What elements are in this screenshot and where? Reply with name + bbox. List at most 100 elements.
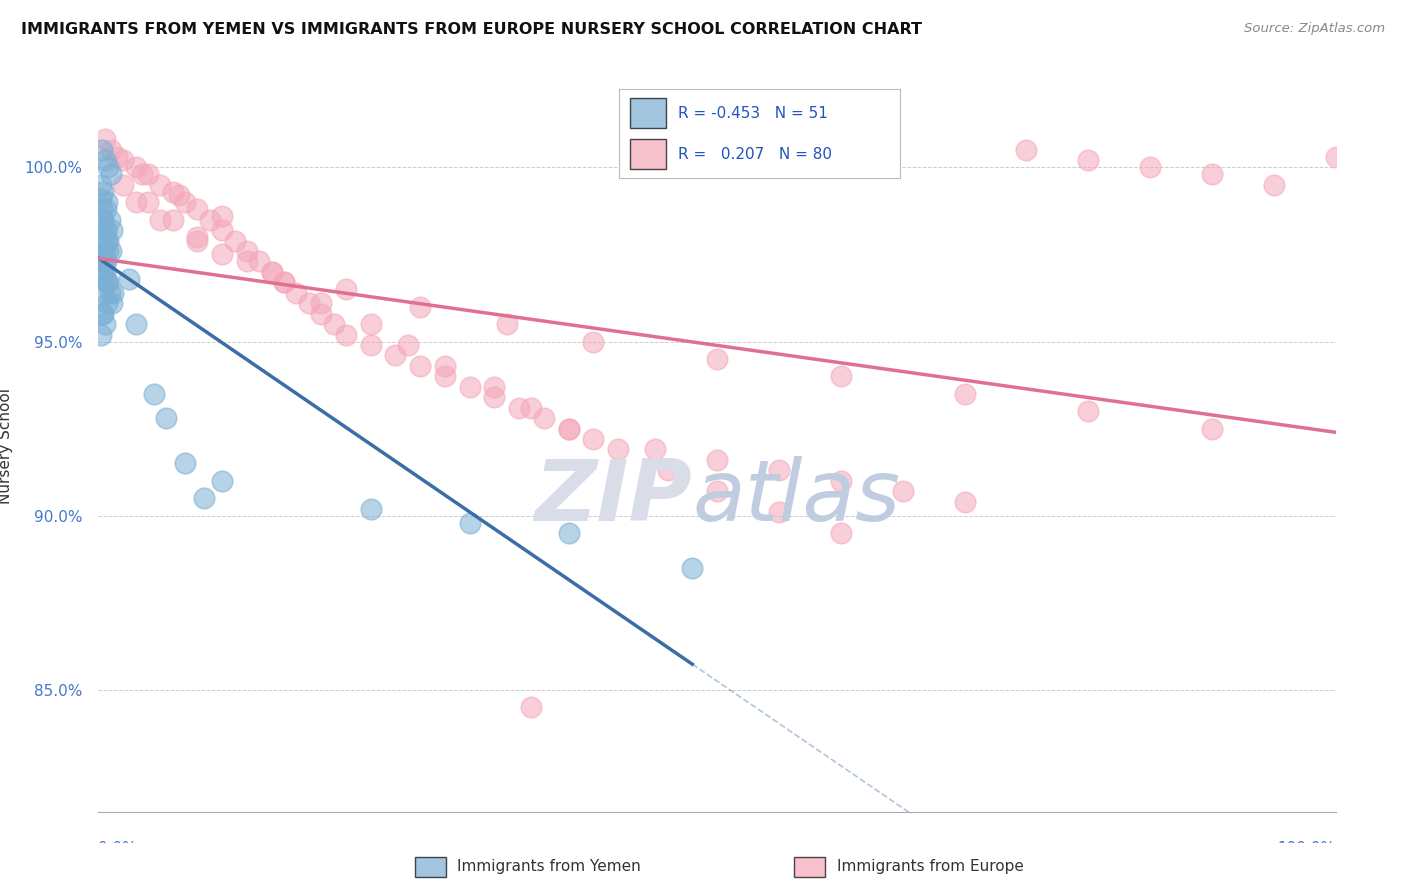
Point [101, 296, 124, 310]
Point [335, 327, 357, 342]
Point [335, 282, 357, 296]
Point [97, 161, 120, 175]
Point [97, 234, 120, 248]
Point [360, 317, 382, 331]
Point [1015, 143, 1038, 157]
Point [136, 195, 159, 210]
Point [557, 421, 579, 435]
Point [1324, 150, 1347, 164]
Point [657, 463, 679, 477]
Point [174, 195, 197, 210]
Point [830, 526, 852, 541]
Point [94, 223, 117, 237]
Point [1077, 153, 1099, 168]
Point [97, 244, 120, 258]
Point [211, 247, 233, 261]
Point [495, 317, 517, 331]
Point [96, 296, 118, 310]
Point [273, 275, 295, 289]
Point [93, 185, 115, 199]
Point [236, 244, 259, 258]
Point [93, 285, 115, 300]
Point [91, 254, 114, 268]
Point [458, 380, 481, 394]
Point [830, 369, 852, 384]
Text: Immigrants from Yemen: Immigrants from Yemen [457, 859, 641, 874]
Text: IMMIGRANTS FROM YEMEN VS IMMIGRANTS FROM EUROPE NURSERY SCHOOL CORRELATION CHART: IMMIGRANTS FROM YEMEN VS IMMIGRANTS FROM… [21, 22, 922, 37]
Point [93, 212, 115, 227]
Point [103, 285, 125, 300]
Point [309, 307, 332, 321]
FancyBboxPatch shape [794, 856, 825, 878]
Point [285, 285, 308, 300]
Point [96, 234, 118, 248]
Point [162, 212, 184, 227]
Y-axis label: Nursery School: Nursery School [0, 388, 13, 504]
Point [96, 275, 118, 289]
Point [93, 212, 115, 227]
Point [112, 153, 135, 168]
Point [433, 359, 456, 373]
Point [273, 275, 295, 289]
Point [1077, 404, 1099, 418]
Point [94, 223, 117, 237]
FancyBboxPatch shape [415, 856, 446, 878]
Point [260, 265, 283, 279]
Point [90, 327, 112, 342]
Point [1139, 161, 1161, 175]
Point [211, 474, 233, 488]
Point [953, 386, 976, 401]
Point [91, 234, 114, 248]
Point [186, 202, 208, 216]
Point [384, 348, 406, 362]
Point [93, 132, 115, 146]
Point [198, 212, 221, 227]
Point [768, 505, 790, 519]
Point [236, 254, 259, 268]
Point [96, 195, 118, 210]
Point [706, 453, 728, 467]
Point [186, 234, 208, 248]
Point [101, 223, 124, 237]
Point [105, 150, 128, 164]
Point [149, 212, 172, 227]
Point [409, 359, 432, 373]
Point [533, 411, 555, 425]
Text: Immigrants from Europe: Immigrants from Europe [837, 859, 1024, 874]
Point [830, 474, 852, 488]
Point [309, 296, 332, 310]
Text: 100.0%: 100.0% [1278, 841, 1336, 856]
Point [93, 307, 115, 321]
FancyBboxPatch shape [630, 98, 666, 128]
Point [520, 401, 543, 415]
Point [360, 338, 382, 352]
Point [458, 516, 481, 530]
Point [211, 223, 233, 237]
Text: R =   0.207   N = 80: R = 0.207 N = 80 [678, 147, 832, 161]
Point [93, 244, 115, 258]
Point [94, 202, 117, 216]
Point [100, 143, 122, 157]
Point [484, 390, 506, 404]
Text: R = -0.453   N = 51: R = -0.453 N = 51 [678, 106, 828, 120]
Point [582, 334, 605, 349]
Text: atlas: atlas [692, 456, 900, 539]
Point [97, 275, 120, 289]
Point [93, 317, 115, 331]
Point [260, 265, 283, 279]
Point [557, 421, 579, 435]
Point [211, 209, 233, 223]
Point [124, 161, 146, 175]
Text: ZIP: ZIP [534, 456, 692, 539]
Point [681, 561, 703, 575]
Point [298, 296, 321, 310]
Point [93, 265, 115, 279]
Point [396, 338, 419, 352]
Point [155, 411, 177, 425]
Point [224, 234, 246, 248]
Point [247, 254, 270, 268]
Point [91, 143, 114, 157]
FancyBboxPatch shape [630, 139, 666, 169]
Point [149, 178, 172, 192]
Point [100, 244, 122, 258]
